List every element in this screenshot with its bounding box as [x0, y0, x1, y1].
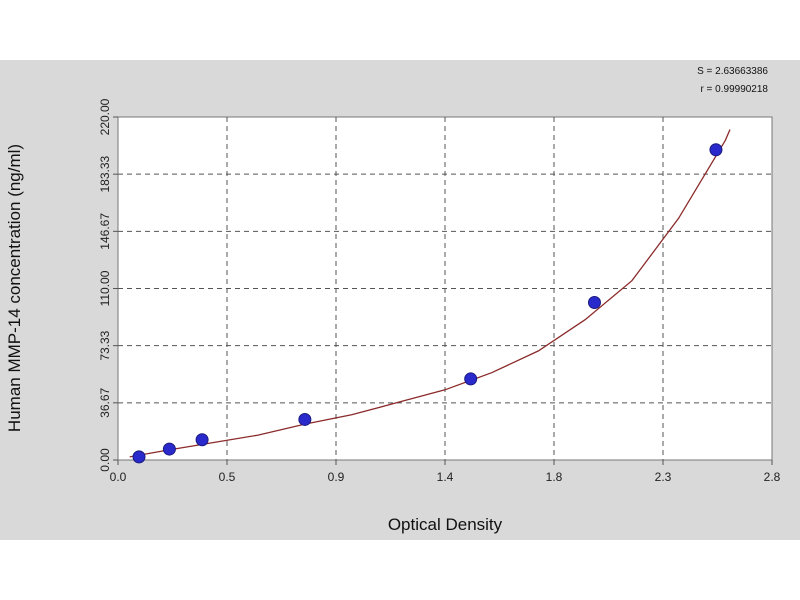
x-tick-label: 0.0 — [110, 470, 127, 484]
y-axis-ticks: 0.00 36.67 73.33 110.00 146.67 183.33 220.00 — [98, 98, 118, 472]
chart-svg: 0.0 0.5 0.9 1.4 1.8 2.3 2.8 0.00 36.67 73.33 110.… — [5, 66, 781, 534]
data-point — [195, 433, 209, 447]
data-point — [587, 296, 601, 310]
data-point — [464, 372, 478, 386]
x-tick-label: 0.5 — [219, 470, 236, 484]
y-tick-label: 73.33 — [98, 330, 112, 360]
x-tick-label: 1.8 — [546, 470, 563, 484]
y-tick-label: 36.67 — [98, 387, 112, 417]
data-point — [709, 143, 723, 157]
stat-s-value: S = 2.63663386 — [697, 66, 768, 77]
y-tick-label: 220.00 — [98, 98, 112, 135]
y-tick-label: 110.00 — [98, 270, 112, 306]
y-axis-title: Human MMP-14 concentration (ng/ml) — [5, 144, 24, 432]
data-point — [162, 442, 176, 456]
data-points — [132, 143, 723, 464]
stat-r-value: r = 0.99990218 — [700, 84, 768, 95]
x-tick-label: 2.8 — [764, 470, 781, 484]
y-tick-label: 0.00 — [98, 448, 112, 472]
y-tick-label: 183.33 — [98, 155, 112, 192]
grid-lines — [118, 117, 772, 460]
y-tick-label: 146.67 — [98, 213, 112, 250]
data-point — [298, 412, 312, 426]
x-tick-label: 2.3 — [655, 470, 672, 484]
x-axis-title: Optical Density — [388, 515, 503, 534]
x-axis-ticks: 0.0 0.5 0.9 1.4 1.8 2.3 2.8 — [110, 460, 781, 484]
x-tick-label: 1.4 — [437, 470, 454, 484]
data-point — [132, 450, 146, 464]
x-tick-label: 0.9 — [328, 470, 345, 484]
chart-figure: 0.0 0.5 0.9 1.4 1.8 2.3 2.8 0.00 36.67 73.33 110.… — [0, 60, 800, 540]
